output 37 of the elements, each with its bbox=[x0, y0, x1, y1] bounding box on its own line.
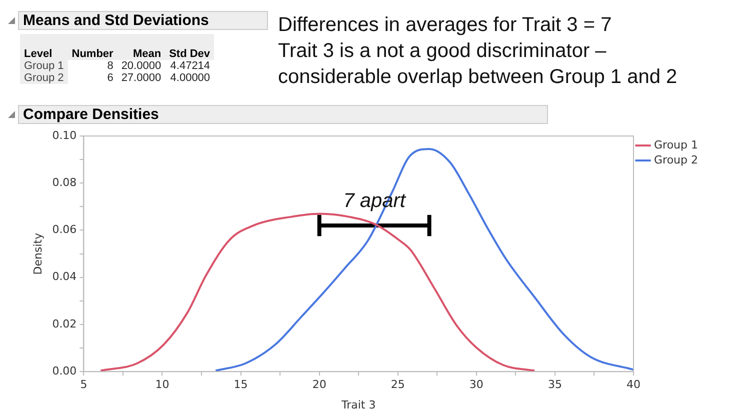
text: 4.47214 bbox=[170, 60, 210, 72]
category-label: Level bbox=[23, 47, 54, 60]
y-tick-label: 0.06 bbox=[52, 223, 77, 236]
x-tick-label: 25 bbox=[390, 378, 405, 392]
x-tick-label: 30 bbox=[469, 378, 484, 392]
text: Group 2 bbox=[24, 72, 64, 84]
text: 20.0000 bbox=[121, 60, 162, 72]
line-series bbox=[100, 212, 536, 372]
text: Group 1 bbox=[24, 60, 64, 72]
legend-label: Group 2 bbox=[654, 153, 698, 166]
x-tick-label: 35 bbox=[548, 378, 562, 392]
x-tick-label: 20 bbox=[312, 378, 326, 392]
text: 6 bbox=[107, 72, 114, 84]
y-tick-label: 0.02 bbox=[52, 317, 77, 330]
x-tick-label: 5 bbox=[80, 378, 88, 392]
x-tick-label: 15 bbox=[234, 378, 248, 392]
text: Differences in averages for Trait 3 = 7 bbox=[278, 13, 613, 38]
legend-label: Group 1 bbox=[654, 138, 698, 152]
text: 4.00000 bbox=[170, 72, 210, 84]
y-tick-label: 0.04 bbox=[52, 270, 77, 284]
category-label: Std Dev bbox=[168, 47, 212, 60]
y-axis-title: Density bbox=[31, 232, 44, 275]
chart-title: Compare Densities bbox=[18, 104, 548, 124]
text: considerable overlap between Group 1 and 2 bbox=[278, 65, 678, 90]
text: 8 bbox=[107, 60, 114, 72]
text: 27.0000 bbox=[121, 72, 162, 84]
x-tick-label: 10 bbox=[155, 378, 170, 392]
x-tick-label: 40 bbox=[626, 378, 641, 392]
category-label: Number bbox=[70, 47, 114, 60]
y-tick-label: 0.00 bbox=[52, 364, 77, 378]
y-tick-label: 0.10 bbox=[52, 128, 77, 142]
category-label: Mean bbox=[132, 47, 162, 60]
x-axis-title: Trait 3 bbox=[340, 398, 376, 412]
line-series bbox=[214, 148, 634, 372]
text: Means and Std Deviations bbox=[18, 10, 268, 30]
y-tick-label: 0.08 bbox=[52, 176, 77, 189]
text: Trait 3 is a not a good discriminator – bbox=[278, 39, 608, 64]
